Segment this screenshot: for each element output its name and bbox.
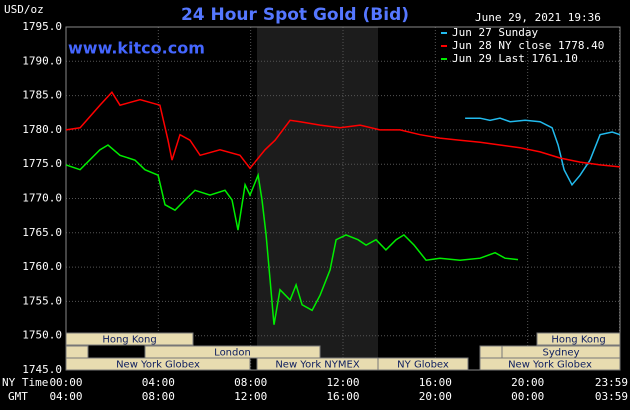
session-label: Sydney (542, 348, 579, 359)
session-label: New York Globex (508, 360, 592, 371)
session-box (479, 357, 621, 371)
legend-label: Jun 28 NY close 1778.40 (452, 39, 604, 52)
session-box (536, 332, 621, 346)
session-box (65, 357, 251, 371)
series-line (465, 117, 621, 187)
legend-label: Jun 27 Sunday (452, 26, 538, 39)
session-label: Hong Kong (551, 335, 605, 346)
y-tick-label: 1765.0 (22, 226, 62, 239)
source: www.kitco.com (68, 39, 205, 58)
x-tick-label: 04:00 (142, 376, 175, 389)
x-tick-label: 00:00 (49, 376, 82, 389)
legend-label: Jun 29 Last 1761.10 (452, 52, 578, 65)
x2-axis-label: GMT (8, 390, 28, 403)
x2-tick-label: 00:00 (511, 390, 544, 403)
timestamp: June 29, 2021 19:36 (475, 11, 601, 24)
series-line (65, 90, 621, 170)
y-tick-label: 1795.0 (22, 20, 62, 33)
x-axis-label: NY Time (2, 376, 48, 389)
x2-tick-label: 08:00 (142, 390, 175, 403)
y-tick-label: 1760.0 (22, 260, 62, 273)
series-line (65, 144, 519, 325)
x2-tick-label: 04:00 (49, 390, 82, 403)
x2-tick-label: 16:00 (326, 390, 359, 403)
y-tick-label: 1745.0 (22, 363, 62, 376)
session-box (479, 345, 503, 359)
x2-tick-label: 20:00 (419, 390, 452, 403)
y-tick-label: 1775.0 (22, 157, 62, 170)
x2-tick-label: 03:59 (595, 390, 628, 403)
y-axis-label: USD/oz (4, 3, 44, 16)
session-label: London (214, 348, 251, 359)
x-tick-label: 20:00 (511, 376, 544, 389)
x-tick-label: 16:00 (419, 376, 452, 389)
y-tick-label: 1755.0 (22, 294, 62, 307)
session-label: New York NYMEX (275, 360, 360, 371)
y-tick-label: 1790.0 (22, 54, 62, 67)
session-box (65, 332, 194, 346)
y-tick-label: 1785.0 (22, 89, 62, 102)
session-label: New York Globex (116, 360, 200, 371)
x2-tick-label: 12:00 (234, 390, 267, 403)
y-tick-label: 1770.0 (22, 192, 62, 205)
session-box (65, 345, 89, 359)
session-label: NY Globex (397, 360, 449, 371)
session-label: Hong Kong (102, 335, 156, 346)
session-box (377, 357, 469, 371)
y-tick-label: 1750.0 (22, 329, 62, 342)
y-tick-label: 1780.0 (22, 123, 62, 136)
x-tick-label: 23:59 (595, 376, 628, 389)
chart-title: 24 Hour Spot Gold (Bid) (181, 5, 409, 25)
x-tick-label: 12:00 (326, 376, 359, 389)
x-tick-label: 08:00 (234, 376, 267, 389)
